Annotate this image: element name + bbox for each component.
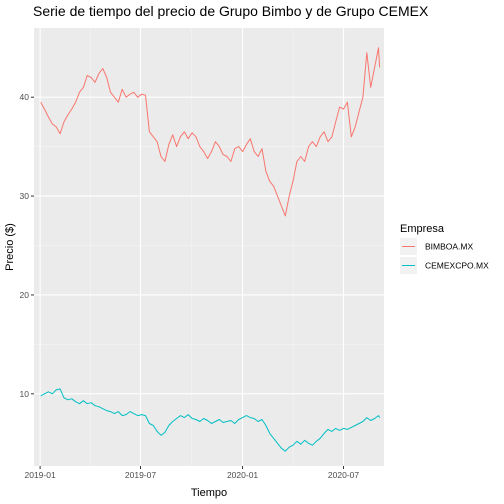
y-tick-label: 40 [20, 92, 30, 102]
x-axis-title: Tiempo [191, 487, 227, 499]
y-tick-label: 30 [20, 191, 30, 201]
x-tick-label: 2019-07 [125, 470, 156, 480]
legend: Empresa BIMBOA.MX CEMEXCPO.MX [400, 223, 489, 274]
chart-title: Serie de tiempo del precio de Grupo Bimb… [33, 3, 429, 19]
y-tick-label: 10 [20, 389, 30, 399]
y-tick-label: 20 [20, 290, 30, 300]
y-axis-ticks: 10 20 30 40 [20, 92, 34, 399]
legend-title: Empresa [400, 223, 445, 235]
legend-label: CEMEXCPO.MX [425, 261, 489, 271]
legend-label: BIMBOA.MX [425, 242, 474, 252]
x-axis-ticks: 2019-01 2019-07 2020-01 2020-07 [24, 466, 359, 480]
x-tick-label: 2019-01 [24, 470, 55, 480]
x-tick-label: 2020-01 [227, 470, 258, 480]
plot-panel [34, 28, 384, 466]
y-axis-title: Precio ($) [4, 223, 16, 271]
x-tick-label: 2020-07 [328, 470, 359, 480]
